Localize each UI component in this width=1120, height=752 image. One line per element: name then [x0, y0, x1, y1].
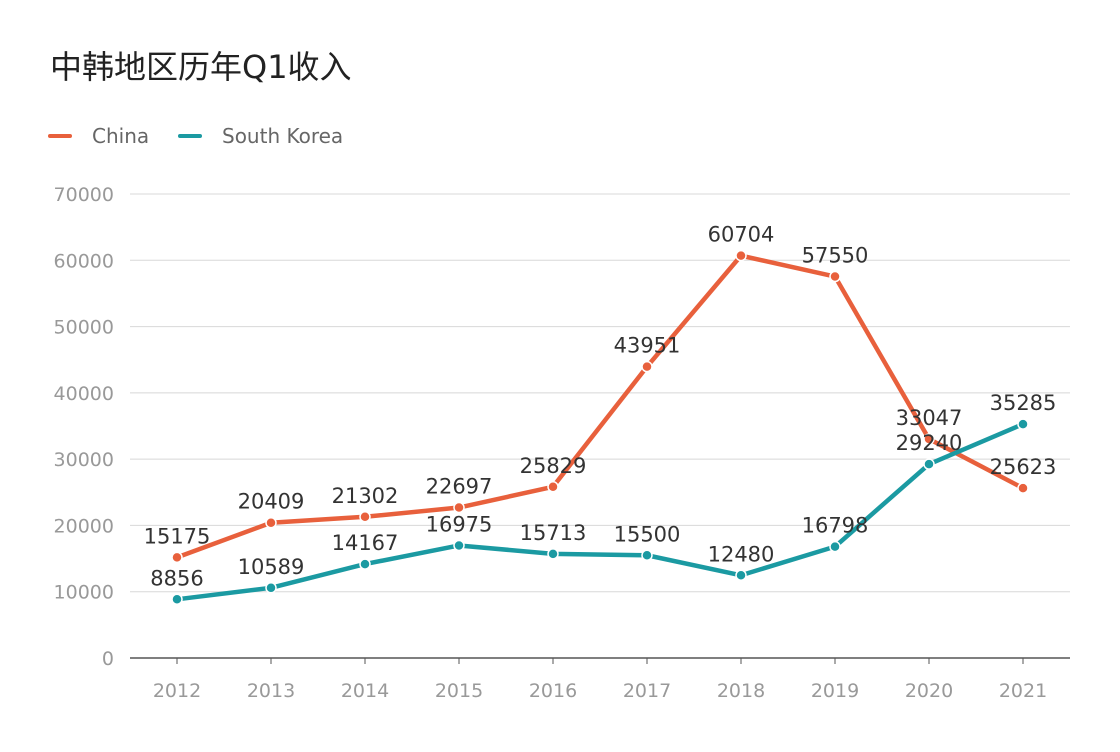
data-label: 57550: [802, 244, 869, 268]
data-point: [923, 433, 935, 445]
series-line-south-korea: [176, 422, 1024, 602]
data-label: 29240: [896, 431, 963, 455]
x-tick-label: 2021: [999, 680, 1047, 702]
data-point: [547, 481, 559, 493]
data-point: [453, 539, 465, 552]
data-point: [1017, 418, 1029, 430]
series-line-china: [176, 253, 1025, 560]
data-point: [547, 548, 559, 560]
y-tick-label: 30000: [54, 449, 114, 471]
y-tick-label: 10000: [54, 582, 114, 604]
data-point: [735, 249, 747, 262]
x-tick-label: 2019: [811, 680, 859, 702]
data-label: 20409: [238, 490, 305, 514]
x-tick-label: 2012: [153, 680, 201, 702]
y-tick-label: 70000: [54, 184, 114, 206]
data-label: 14167: [332, 531, 399, 555]
x-tick-label: 2018: [717, 680, 765, 702]
data-point: [923, 458, 935, 470]
data-point: [453, 501, 465, 514]
data-point: [641, 360, 653, 373]
data-point: [641, 549, 653, 562]
data-label: 15500: [614, 522, 681, 546]
data-point: [171, 593, 183, 606]
data-point: [171, 551, 183, 564]
x-tick-label: 2014: [341, 680, 389, 702]
x-tick-label: 2017: [623, 680, 671, 702]
y-tick-label: 0: [102, 648, 114, 670]
y-tick-label: 60000: [54, 250, 114, 272]
data-label: 12480: [708, 542, 775, 566]
data-point: [359, 558, 371, 570]
data-point: [265, 582, 277, 594]
data-point: [359, 511, 371, 523]
data-label: 22697: [426, 475, 493, 499]
x-tick-label: 2020: [905, 680, 953, 702]
legend-item-south-korea: South Korea: [178, 124, 343, 148]
chart-title: 中韩地区历年Q1收入: [50, 48, 352, 86]
data-label: 15713: [520, 521, 587, 545]
legend-swatch: [48, 134, 72, 138]
y-tick-label: 50000: [54, 317, 114, 339]
x-tick-label: 2015: [435, 680, 483, 702]
data-point: [735, 569, 747, 582]
data-label: 10589: [238, 555, 305, 579]
data-point: [1017, 482, 1029, 494]
legend-label: China: [92, 124, 150, 148]
data-label: 16975: [426, 512, 493, 536]
data-label: 25829: [520, 454, 587, 478]
data-label: 35285: [990, 391, 1057, 415]
x-tick-label: 2013: [247, 680, 295, 702]
data-point: [265, 516, 277, 529]
data-point: [829, 270, 841, 283]
data-label: 33047: [896, 406, 963, 430]
data-label: 16798: [802, 514, 869, 538]
data-label: 25623: [990, 455, 1057, 479]
y-tick-label: 20000: [54, 515, 114, 537]
y-tick-label: 40000: [54, 383, 114, 405]
data-label: 8856: [150, 566, 203, 590]
legend-swatch: [178, 134, 202, 138]
data-point: [829, 540, 841, 553]
legend-item-china: China: [48, 124, 149, 148]
data-label: 43951: [614, 334, 681, 358]
data-label: 15175: [144, 524, 211, 548]
legend-label: South Korea: [222, 124, 344, 148]
data-label: 21302: [332, 484, 399, 508]
data-label: 60704: [708, 223, 775, 247]
x-tick-label: 2016: [529, 680, 577, 702]
